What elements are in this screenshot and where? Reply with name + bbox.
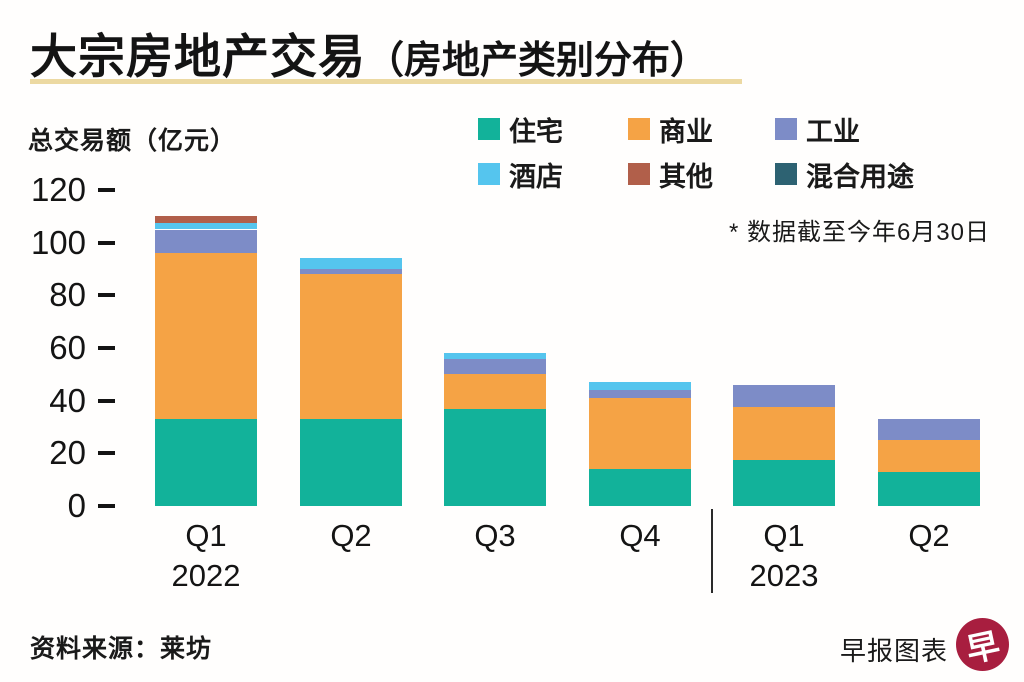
legend-item-commercial: 商业: [628, 116, 713, 147]
y-tick-label: 0: [67, 487, 86, 524]
bar-segment-industrial: [300, 269, 402, 275]
legend-item-hotel: 酒店: [478, 161, 563, 192]
bar-segment-commercial: [444, 374, 546, 409]
bar-segment-residential: [300, 419, 402, 506]
zaobao-logo-icon: 早: [956, 618, 1009, 671]
bar-segment-residential: [589, 469, 691, 506]
bar-segment-commercial: [878, 440, 980, 472]
zaobao-logo-glyph: 早: [963, 625, 1004, 669]
title-underline: [30, 79, 742, 84]
y-tick-dash: [98, 346, 115, 350]
bar-segment-hotel: [155, 222, 257, 230]
data-cutoff-note: * 数据截至今年6月30日: [728, 219, 990, 246]
bar-segment-hotel: [300, 258, 402, 269]
legend-item-industrial: 工业: [775, 116, 860, 147]
y-tick-dash: [98, 451, 115, 456]
bar-segment-industrial: [878, 419, 980, 441]
bar-segment-others: [155, 216, 257, 223]
bar-segment-industrial: [444, 358, 546, 375]
legend-label: 混合用途: [806, 161, 914, 192]
x-axis-year-label: 2023: [749, 558, 819, 593]
x-axis-year-label: 2022: [171, 558, 241, 593]
y-tick-dash: [98, 293, 115, 298]
bar-segment-industrial: [155, 229, 257, 254]
bar-segment-commercial: [155, 253, 257, 420]
bar-segment-residential: [155, 419, 257, 506]
legend-label: 商业: [659, 116, 713, 147]
year-divider-line: [711, 509, 713, 593]
bar-segment-commercial: [589, 398, 691, 470]
y-tick-label: 40: [49, 381, 86, 419]
page-title-main: 大宗房地产交易: [30, 30, 366, 83]
y-tick-label: 80: [49, 276, 86, 314]
y-tick-label: 60: [49, 329, 86, 366]
bar-segment-industrial: [733, 384, 835, 408]
legend-swatch-others: [628, 163, 650, 185]
bar-segment-residential: [878, 471, 980, 506]
legend-item-mixed-use: 混合用途: [775, 161, 914, 192]
bar-segment-residential: [733, 459, 835, 506]
y-tick-label: 100: [30, 223, 86, 261]
x-axis-label: Q4: [619, 518, 661, 553]
bar-segment-residential: [444, 408, 546, 506]
x-axis-label: Q2: [908, 518, 950, 553]
y-tick-dash: [98, 504, 115, 508]
legend-item-others: 其他: [628, 161, 713, 192]
y-axis-title: 总交易额（亿元）: [28, 127, 237, 155]
bar-segment-hotel: [589, 382, 691, 391]
x-axis-label: Q1: [185, 518, 227, 553]
legend-swatch-commercial: [628, 118, 650, 140]
x-axis-label: Q2: [330, 518, 372, 553]
legend-label: 工业: [806, 116, 860, 147]
x-axis-label: Q1: [763, 518, 805, 553]
page-title: 大宗房地产交易（房地产类别分布）: [30, 18, 708, 87]
source-text: 资料来源：莱坊: [30, 635, 213, 663]
bar-segment-commercial: [733, 407, 835, 460]
legend-swatch-mixed-use: [775, 163, 797, 185]
bar-segment-hotel: [444, 353, 546, 359]
legend-label: 住宅: [509, 116, 563, 147]
credit-text: 早报图表: [840, 636, 949, 666]
bar-segment-industrial: [589, 390, 691, 399]
y-tick-dash: [98, 240, 115, 245]
x-axis-label: Q3: [474, 518, 516, 553]
legend-label: 其他: [659, 161, 713, 192]
legend-swatch-residential: [478, 118, 500, 140]
y-tick-dash: [98, 398, 115, 403]
legend-swatch-industrial: [775, 118, 797, 140]
y-tick-label: 20: [49, 434, 86, 472]
legend-swatch-hotel: [478, 163, 500, 185]
bar-segment-commercial: [300, 274, 402, 420]
y-tick-dash: [98, 188, 115, 192]
legend-label: 酒店: [509, 161, 563, 192]
y-tick-label: 120: [30, 171, 86, 208]
legend-item-residential: 住宅: [478, 116, 563, 147]
page-title-paren: （房地产类别分布）: [366, 40, 709, 82]
